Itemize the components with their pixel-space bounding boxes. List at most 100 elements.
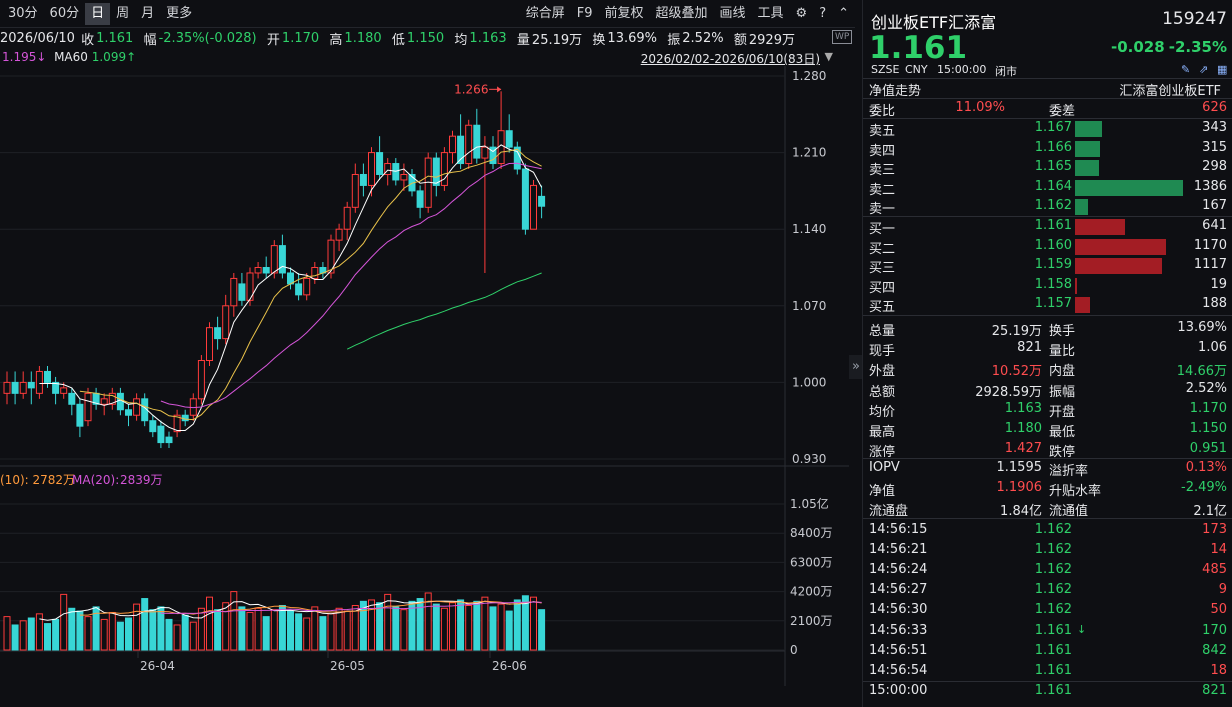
level-volume: 298 bbox=[1202, 159, 1227, 174]
bid-row[interactable]: 买五 1.157 188 bbox=[863, 295, 1232, 315]
candle-body bbox=[489, 146, 497, 165]
change-label: 幅 bbox=[143, 32, 157, 48]
volume-bar bbox=[311, 606, 319, 651]
candle-body bbox=[254, 267, 262, 274]
bid-row[interactable]: 买二 1.160 1170 bbox=[863, 237, 1232, 257]
candle-body bbox=[457, 135, 465, 165]
volume-bar bbox=[449, 602, 456, 651]
tick-volume: 170 bbox=[1202, 622, 1227, 638]
period-tab-0[interactable]: 30分 bbox=[8, 5, 38, 21]
candle-body bbox=[11, 381, 19, 394]
candle-body bbox=[335, 228, 343, 241]
volume-bar bbox=[222, 602, 230, 651]
stat-label: 流通盘 bbox=[869, 504, 909, 520]
low-value: 1.150 bbox=[406, 30, 445, 46]
period-tab-3[interactable]: 周 bbox=[116, 5, 130, 21]
candle-body bbox=[327, 239, 335, 274]
candle-body bbox=[76, 403, 84, 427]
volume-bar bbox=[457, 599, 465, 651]
link-icon[interactable]: ⇗ bbox=[1199, 63, 1209, 76]
candle-body bbox=[530, 184, 537, 230]
tool-button-4[interactable]: 画线 bbox=[719, 6, 746, 21]
level-label: 卖二 bbox=[869, 182, 896, 198]
volume-bar bbox=[11, 624, 19, 651]
volume-bar bbox=[1075, 160, 1099, 176]
grid-icon[interactable]: ▦ bbox=[1217, 63, 1228, 76]
candle-body bbox=[197, 360, 205, 400]
volume-tick-label: 4200万 bbox=[790, 585, 833, 599]
turnover-label: 换 bbox=[592, 32, 606, 48]
stat-value: 1.1595 bbox=[996, 460, 1043, 475]
period-tab-5[interactable]: 更多 bbox=[166, 5, 193, 21]
nav-trend-label: 净值走势 bbox=[869, 84, 922, 99]
chevron-up-icon[interactable]: ⌃ bbox=[838, 6, 849, 21]
bid-row[interactable]: 买三 1.159 1117 bbox=[863, 256, 1232, 276]
tick-time: 14:56:21 bbox=[869, 542, 928, 558]
stat-label: 外盘 bbox=[869, 364, 896, 380]
tool-button-2[interactable]: 前复权 bbox=[604, 6, 644, 21]
price-change: -0.028 bbox=[1111, 38, 1165, 56]
candle-body bbox=[181, 414, 189, 422]
stat-label: 总量 bbox=[869, 324, 896, 339]
tick-time: 14:56:33 bbox=[869, 622, 928, 638]
volume-bar bbox=[319, 616, 327, 651]
stats-row: 总量 25.19万 换手 13.69% bbox=[863, 319, 1232, 339]
period-tab-4[interactable]: 月 bbox=[141, 5, 155, 21]
nav-trend-row[interactable]: 净值走势 汇添富创业板ETF bbox=[863, 79, 1232, 99]
kline-chart[interactable]: 1.280 1.210 1.140 1.070 1.000 0.930 1.05亿 8400万… bbox=[0, 66, 849, 686]
ask-row[interactable]: 卖五 1.167 343 bbox=[863, 119, 1232, 139]
period-tab-1[interactable]: 60分 bbox=[49, 5, 80, 21]
tick-row: 14:56:54 1.161 18 bbox=[863, 662, 1232, 682]
level-volume: 315 bbox=[1202, 139, 1227, 155]
bid-row[interactable]: 买一 1.161 641 bbox=[863, 217, 1232, 237]
help-icon[interactable]: ? bbox=[819, 6, 827, 21]
tool-button-1[interactable]: F9 bbox=[576, 6, 593, 21]
low-label: 低 bbox=[391, 32, 405, 48]
volume-bar bbox=[359, 600, 367, 651]
candle-body bbox=[513, 146, 521, 170]
period-tab-2[interactable]: 日 bbox=[85, 2, 111, 25]
volume-bar bbox=[76, 610, 84, 651]
volume-bar bbox=[440, 607, 448, 651]
weibi-row: 委比 11.09% 委差 626 bbox=[863, 99, 1232, 119]
bid-row[interactable]: 买四 1.158 19 bbox=[863, 276, 1232, 296]
stat-value: 1.180 bbox=[1004, 421, 1042, 436]
candle-body bbox=[384, 163, 392, 175]
exchange: SZSE bbox=[871, 63, 900, 76]
tick-time: 14:56:54 bbox=[869, 662, 928, 678]
tool-button-5[interactable]: 工具 bbox=[757, 6, 784, 21]
stat-value: 2.1亿 bbox=[1193, 504, 1227, 520]
tick-price: 1.161 bbox=[1034, 683, 1072, 698]
candle-body bbox=[392, 163, 400, 181]
level-price: 1.160 bbox=[1034, 237, 1072, 253]
ask-row[interactable]: 卖三 1.165 298 bbox=[863, 158, 1232, 178]
arrow-down-icon: ↓ bbox=[36, 50, 47, 64]
stat-value: 14.66万 bbox=[1176, 364, 1227, 380]
stat-value: 13.69% bbox=[1177, 320, 1227, 335]
collapse-panel-button[interactable]: » bbox=[849, 355, 863, 379]
candle-body bbox=[133, 398, 141, 416]
tool-button-0[interactable]: 综合屏 bbox=[525, 6, 565, 21]
level-label: 卖五 bbox=[869, 124, 896, 139]
chart-area[interactable]: 30分 60分日周月更多 综合屏 F9 前复权 超级叠加 画线 工具 ⚙ ? ⌃ 2026/… bbox=[0, 0, 855, 707]
stat-label: 量比 bbox=[1049, 344, 1076, 360]
gear-icon[interactable]: ⚙ bbox=[795, 6, 808, 21]
tick-price: 1.161 bbox=[1034, 622, 1072, 638]
volume-bar bbox=[327, 613, 335, 651]
ask-row[interactable]: 卖二 1.164 1386 bbox=[863, 178, 1232, 198]
wp-badge[interactable]: WP bbox=[832, 30, 853, 44]
volume-bar bbox=[505, 610, 513, 651]
stat-value: 1.427 bbox=[1004, 441, 1042, 457]
ask-row[interactable]: 卖四 1.166 315 bbox=[863, 139, 1232, 159]
ask-row[interactable]: 卖一 1.162 167 bbox=[863, 197, 1232, 217]
date-range-label[interactable]: 2026/02/02-2026/06/10(83日) bbox=[640, 52, 820, 66]
tick-price: 1.162 bbox=[1034, 522, 1072, 537]
dropdown-icon[interactable]: ▼ bbox=[824, 50, 833, 63]
candle-body bbox=[505, 130, 513, 148]
volume-bar bbox=[489, 606, 497, 651]
edit-icon[interactable]: ✎ bbox=[1181, 63, 1191, 76]
stat-label: 跌停 bbox=[1049, 445, 1076, 461]
tool-button-3[interactable]: 超级叠加 bbox=[655, 6, 708, 21]
level-volume: 167 bbox=[1202, 198, 1227, 213]
volume-bar bbox=[238, 606, 246, 651]
